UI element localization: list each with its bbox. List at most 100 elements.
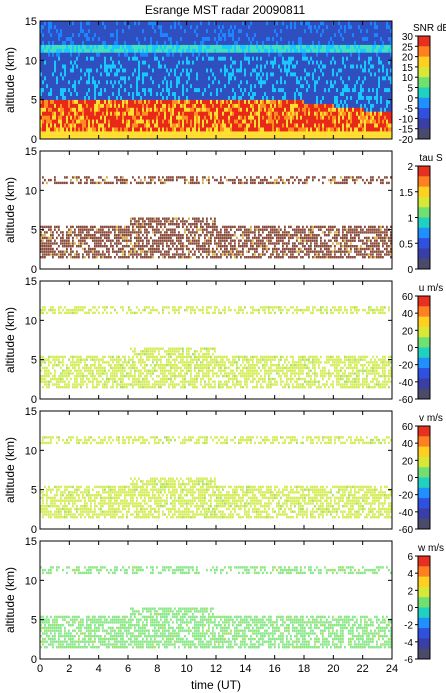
snr-cell xyxy=(270,87,273,93)
snr-cell xyxy=(206,95,209,100)
snr-cell xyxy=(350,83,353,89)
snr-cell xyxy=(280,48,283,53)
snr-cell xyxy=(174,91,177,96)
snr-cell xyxy=(178,107,181,112)
snr-cell xyxy=(58,127,61,132)
snr-cell xyxy=(232,21,235,26)
snr-cell xyxy=(350,87,353,93)
snr-cell xyxy=(256,64,259,69)
snr-cell xyxy=(72,60,75,65)
snr-cell xyxy=(256,76,259,81)
snr-cell xyxy=(266,95,269,100)
snr-cell xyxy=(258,32,261,37)
snr-cell xyxy=(106,127,109,132)
snr-cell xyxy=(50,91,53,96)
snr-cell xyxy=(44,111,47,116)
snr-cell xyxy=(334,72,337,77)
snr-cell xyxy=(186,115,189,120)
snr-cell xyxy=(226,87,229,93)
snr-cell xyxy=(262,68,265,73)
snr-cell xyxy=(288,115,291,120)
snr-cell xyxy=(264,36,267,41)
snr-cell xyxy=(90,99,93,104)
snr-cell xyxy=(266,44,269,49)
snr-cell xyxy=(300,44,303,49)
snr-cell xyxy=(178,123,181,128)
snr-cell xyxy=(280,52,283,57)
snr-cell xyxy=(314,32,317,37)
snr-cell xyxy=(350,68,353,73)
snr-cell xyxy=(220,111,223,116)
snr-cell xyxy=(346,115,349,120)
snr-cell xyxy=(144,40,147,45)
snr-cell xyxy=(356,68,359,73)
snr-cell xyxy=(338,115,341,120)
snr-cell xyxy=(152,119,155,124)
snr-cell xyxy=(194,107,197,112)
snr-cell xyxy=(304,28,307,34)
snr-cell xyxy=(198,56,201,61)
snr-cell xyxy=(128,40,131,45)
snr-cell xyxy=(90,36,93,41)
snr-cell xyxy=(314,40,317,45)
snr-cell xyxy=(134,40,137,45)
snr-cell xyxy=(60,24,63,30)
snr-cell xyxy=(136,131,139,136)
snr-cell xyxy=(262,36,265,41)
snr-cell xyxy=(40,52,43,57)
snr-cell xyxy=(362,76,365,81)
snr-cell xyxy=(120,80,123,85)
snr-cell xyxy=(338,99,341,104)
snr-cell xyxy=(220,48,223,53)
snr-cell xyxy=(358,99,361,104)
snr-cell xyxy=(146,52,149,57)
snr-cell xyxy=(70,44,73,49)
snr-cell xyxy=(144,115,147,120)
snr-cell xyxy=(90,87,93,93)
snr-cell xyxy=(320,83,323,89)
snr-cell xyxy=(54,119,57,124)
snr-cell xyxy=(290,40,293,45)
snr-cell xyxy=(280,80,283,85)
snr-cell xyxy=(40,107,43,112)
snr-cell xyxy=(182,40,185,45)
snr-cell xyxy=(64,111,67,116)
snr-cell xyxy=(72,48,75,53)
snr-cell xyxy=(194,123,197,128)
snr-cell xyxy=(134,135,137,140)
snr-cell xyxy=(88,135,91,140)
snr-cell xyxy=(172,95,175,100)
snr-cell xyxy=(336,83,339,89)
snr-cell xyxy=(70,131,73,136)
snr-cell xyxy=(242,107,245,112)
snr-cell xyxy=(260,28,263,34)
snr-cell xyxy=(112,48,115,53)
snr-cell xyxy=(42,107,45,112)
snr-cell xyxy=(282,28,285,34)
snr-cell xyxy=(184,68,187,73)
snr-cell xyxy=(210,131,213,136)
snr-cell xyxy=(338,60,341,65)
snr-cell xyxy=(322,91,325,96)
snr-cell xyxy=(306,24,309,30)
snr-cell xyxy=(140,32,143,37)
snr-cell xyxy=(186,127,189,132)
snr-cell xyxy=(304,56,307,61)
snr-cell xyxy=(238,123,241,128)
snr-cell xyxy=(56,52,59,57)
snr-cell xyxy=(142,80,145,85)
snr-cell xyxy=(112,21,115,26)
snr-cell xyxy=(300,111,303,116)
snr-cell xyxy=(96,131,99,136)
snr-cell xyxy=(294,135,297,140)
snr-cell xyxy=(82,83,85,89)
snr-cell xyxy=(358,123,361,128)
snr-cell xyxy=(98,91,101,96)
snr-cell xyxy=(324,76,327,81)
snr-cell xyxy=(258,72,261,77)
snr-cell xyxy=(370,115,373,120)
snr-cell xyxy=(280,24,283,30)
snr-cell xyxy=(286,72,289,77)
snr-cell xyxy=(260,131,263,136)
snr-cell xyxy=(108,115,111,120)
